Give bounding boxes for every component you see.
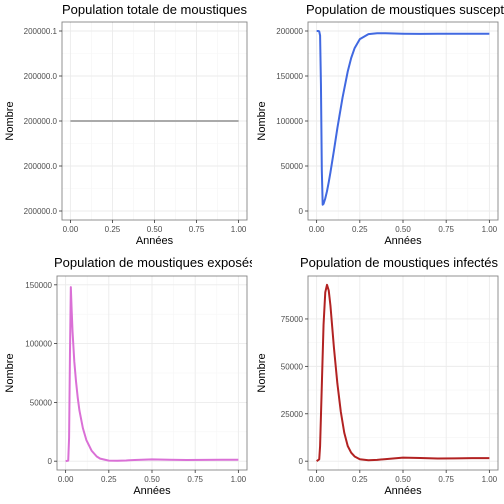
y-tick-label: 0 [299,457,304,466]
y-tick-label: 100000 [276,117,303,126]
plot-frame [307,21,499,221]
x-tick-label: 0.50 [395,225,411,234]
y-tick-label: 50000 [30,398,53,407]
x-tick-label: 1.00 [231,225,247,234]
x-tick-label: 0.00 [58,475,74,484]
y-tick-label: 25000 [281,410,304,419]
y-tick-label: 200000.1 [24,27,58,36]
chart-panel-1: 0.00 0.25 0.50 0.75 1.00 200000.0 200000.0 2000… [4,2,248,247]
x-tick-label: 1.00 [231,475,247,484]
y-tick-label: 75000 [281,315,304,324]
y-tick-label: 200000.0 [24,72,58,81]
y-tick-label: 100000 [25,340,52,349]
x-tick-label: 0.50 [147,225,163,234]
x-axis-label: Années [136,235,174,247]
chart-panel-4: 0.00 0.25 0.50 0.75 1.00 0 25000 50000 75000 Anné… [256,255,499,497]
x-tick-label: 0.00 [309,225,325,234]
y-axis-label: Nombre [4,353,16,392]
chart-title: Population de moustiques infectés [300,255,499,270]
y-tick-label: 200000.0 [24,207,58,216]
chart-panel-3: 0.00 0.25 0.50 0.75 1.00 0 50000 100000 150000 An… [4,255,256,497]
x-tick-label: 1.00 [482,475,498,484]
x-tick-label: 0.25 [352,475,368,484]
chart-panel-2: 0.00 0.25 0.50 0.75 1.00 0 50000 100000 150000 20… [256,2,504,247]
series-line-1 [65,286,239,463]
x-tick-label: 0.00 [63,225,79,234]
chart-title: Population totale de moustiques [62,2,248,17]
x-axis-label: Années [133,485,171,497]
y-tick-label: 0 [48,457,53,466]
x-axis-label: Années [384,235,422,247]
series-line-1 [316,283,490,462]
chart-title: Population de moustiques exposés [54,255,256,270]
plot-frame [307,275,499,471]
x-tick-label: 0.75 [189,225,205,234]
y-tick-label: 150000 [276,72,303,81]
x-tick-label: 1.00 [482,225,498,234]
y-tick-label: 50000 [281,162,304,171]
x-tick-label: 0.75 [438,475,454,484]
y-tick-label: 0 [299,207,304,216]
x-tick-label: 0.25 [105,225,121,234]
plot-frame [56,275,248,471]
x-axis-label: Années [384,485,422,497]
y-axis-label: Nombre [256,101,268,140]
x-tick-label: 0.75 [187,475,203,484]
y-tick-label: 150000 [25,281,52,290]
series-line-1 [316,30,490,206]
y-tick-label: 200000 [276,27,303,36]
x-tick-label: 0.25 [101,475,117,484]
x-tick-label: 0.75 [438,225,454,234]
y-tick-label: 200000.0 [24,117,58,126]
y-axis-label: Nombre [256,353,268,392]
x-tick-label: 0.25 [352,225,368,234]
x-tick-label: 0.00 [309,475,325,484]
x-tick-label: 0.50 [395,475,411,484]
x-tick-label: 0.50 [144,475,160,484]
plot-frame [61,21,248,221]
chart-title: Population de moustiques susceptibles [306,2,504,17]
y-tick-label: 50000 [281,362,304,371]
y-tick-label: 200000.0 [24,162,58,171]
y-axis-label: Nombre [4,101,16,140]
